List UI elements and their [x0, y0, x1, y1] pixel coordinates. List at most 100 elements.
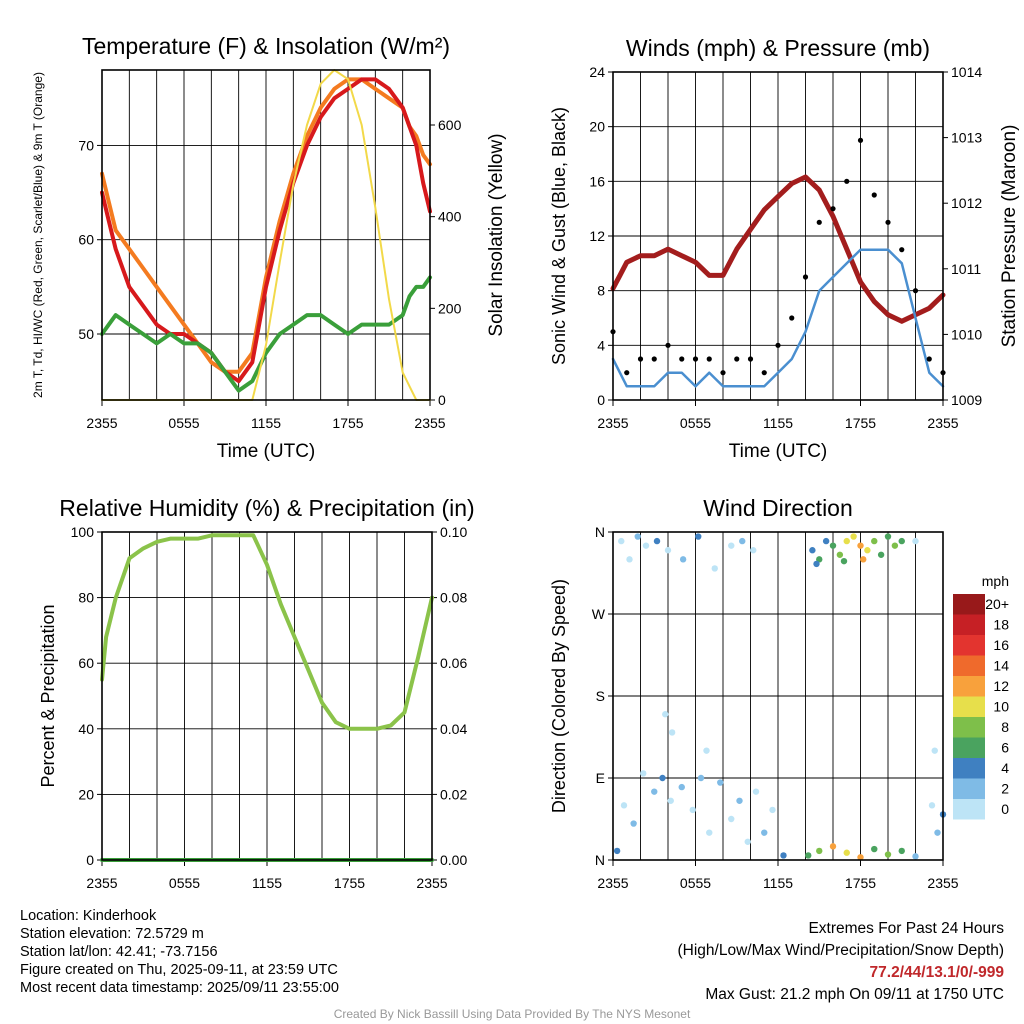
wind-gust-point	[624, 370, 630, 376]
wind-gust-point	[637, 356, 644, 362]
rh-ytick-label: 60	[78, 655, 94, 671]
dir-ytick-label: S	[596, 688, 605, 704]
dir-direction-point	[736, 797, 743, 804]
wind-xtick-label: 2355	[927, 415, 958, 431]
extremes-title: Extremes For Past 24 Hours	[808, 920, 1004, 937]
wind-gust-point	[830, 206, 836, 212]
dir-direction-point	[752, 788, 760, 795]
dir-direction-point	[857, 854, 864, 861]
dir-ytick-label: N	[595, 852, 605, 868]
wind-gust-point	[844, 178, 850, 184]
wind-gust-point	[720, 370, 726, 376]
wind-gust-point	[912, 288, 919, 294]
legend-swatch	[953, 655, 985, 676]
dir-xtick-label: 1155	[763, 875, 793, 891]
wind-gust-point	[926, 356, 932, 362]
temp-ytick-right-label: 200	[438, 300, 462, 316]
dir-panel: Wind Direction N E S W N 2355 0555 1155 1755 2355 D…	[549, 495, 1009, 891]
temp-xtick-label: 0555	[168, 415, 199, 431]
legend-label: 10	[993, 699, 1009, 715]
credit-text: Created By Nick Bassill Using Data Provi…	[333, 1007, 691, 1021]
dir-direction-point	[864, 547, 871, 554]
extremes-info: Extremes For Past 24 Hours (High/Low/Max…	[678, 918, 1005, 1006]
dir-direction-point	[620, 802, 628, 809]
rh-xtick-label: 2355	[416, 875, 447, 891]
dir-direction-point	[822, 537, 830, 545]
dir-xtick-label: 0555	[680, 875, 711, 891]
wind-gust-point	[651, 356, 657, 362]
temp-xtick-label: 1155	[251, 415, 281, 431]
dir-direction-point	[871, 845, 878, 853]
dir-direction-point	[857, 542, 864, 549]
dir-direction-point	[728, 542, 735, 549]
dir-direction-point	[813, 560, 820, 568]
dir-direction-point	[761, 829, 768, 836]
legend-label: 18	[993, 617, 1009, 633]
rh-ytick-right-label: 0.04	[440, 721, 467, 737]
legend-label: 6	[1001, 740, 1009, 756]
created-text: Figure created on Thu, 2025-09-11, at 23…	[20, 962, 338, 978]
legend-swatch	[953, 676, 985, 697]
wind-xtick-label: 2355	[597, 415, 628, 431]
rh-ylabel: Percent & Precipitation	[38, 604, 58, 787]
legend-swatch	[953, 696, 985, 717]
wind-xtick-label: 1155	[763, 415, 793, 431]
temp-series-1	[100, 77, 432, 384]
wind-panel: Winds (mph) & Pressure (mb) 0 4 8 12 16 20 24 10…	[549, 35, 1020, 462]
dir-direction-point	[816, 847, 823, 855]
legend-swatch	[953, 778, 985, 799]
legend-label: 0	[1001, 801, 1009, 817]
wind-ylabel-right: Station Pressure (Maroon)	[999, 125, 1020, 348]
wind-gust-point	[885, 219, 891, 225]
wind-gust-point	[857, 137, 864, 143]
temp-series-0	[100, 77, 432, 374]
dir-direction-point	[809, 547, 816, 554]
dir-direction-point	[829, 843, 837, 850]
dir-direction-point	[912, 853, 919, 860]
dir-direction-point	[689, 806, 696, 814]
dir-xtick-label: 2355	[927, 875, 958, 891]
dir-direction-point	[829, 542, 837, 549]
legend-label: 2	[1001, 781, 1009, 797]
wind-gust-point	[679, 356, 685, 362]
dir-direction-point	[664, 547, 672, 554]
dir-direction-point	[653, 537, 661, 545]
rh-frame	[101, 531, 433, 861]
wind-xtick-label: 0555	[680, 415, 711, 431]
dir-direction-point	[667, 797, 674, 804]
wind-gust-point	[789, 315, 795, 321]
dir-direction-point	[860, 556, 867, 563]
dir-direction-point	[840, 557, 848, 565]
dir-direction-point	[668, 729, 676, 736]
wind-ytick-right-label: 1013	[951, 130, 982, 146]
wind-xtick-label: 1755	[845, 415, 876, 431]
temp-panel: Temperature (F) & Insolation (W/m²) 50 60 7…	[31, 33, 507, 462]
location-text: Location: Kinderhook	[20, 908, 157, 924]
dir-xtick-label: 1755	[845, 875, 876, 891]
temp-xtick-label: 1755	[332, 415, 363, 431]
wind-gust-point	[734, 356, 740, 362]
wind-frame	[612, 71, 944, 401]
wind-xlabel: Time (UTC)	[729, 441, 828, 462]
wind-gust-point	[692, 356, 699, 362]
rh-ytick-label: 80	[78, 590, 94, 606]
rh-xtick-label: 2355	[86, 875, 117, 891]
legend-title: mph	[982, 573, 1009, 589]
rh-panel: Relative Humidity (%) & Precipitation (i…	[38, 495, 475, 891]
extremes-values: 77.2/44/13.1/0/-999	[869, 964, 1004, 981]
dir-direction-point	[850, 533, 857, 540]
wind-ytick-label: 4	[597, 337, 605, 353]
rh-ytick-label: 0	[86, 852, 94, 868]
dir-direction-point	[744, 838, 751, 845]
station-info: Location: Kinderhook Station elevation: …	[20, 907, 339, 997]
dir-direction-point	[780, 852, 787, 859]
wind-ytick-label: 20	[589, 119, 605, 135]
legend-label: 14	[993, 658, 1009, 674]
dir-direction-point	[626, 556, 633, 563]
dir-direction-point	[642, 542, 650, 549]
rh-ytick-right-label: 0.08	[440, 590, 467, 606]
dir-frame	[612, 531, 944, 861]
wind-ytick-label: 8	[597, 283, 605, 299]
recent-text: Most recent data timestamp: 2025/09/11 2…	[20, 980, 339, 996]
temp-ytick-right-label: 0	[438, 392, 446, 408]
